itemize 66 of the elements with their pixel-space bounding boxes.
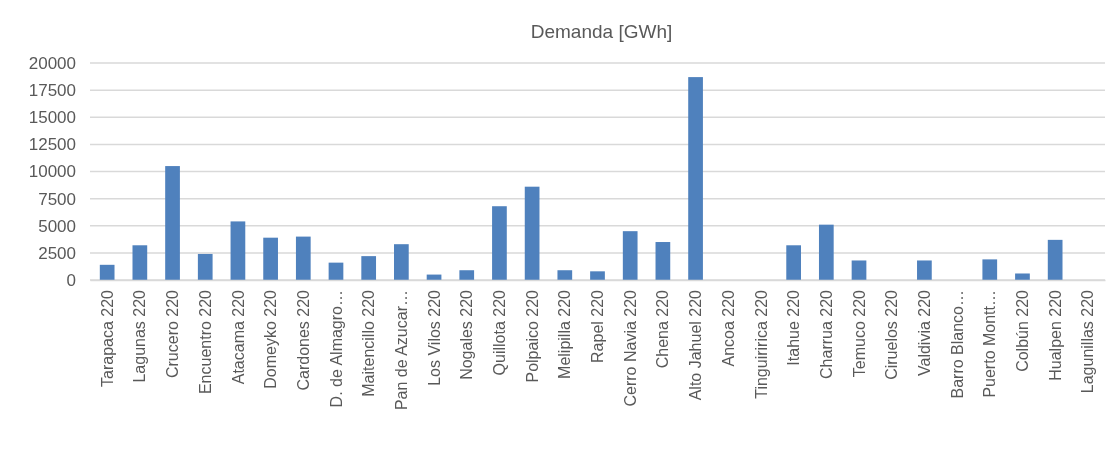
bar: [328, 262, 344, 280]
x-tick-label: Itahue 220: [785, 289, 803, 366]
y-tick-label: 17500: [28, 81, 76, 101]
x-tick-label: Cardones 220: [294, 289, 312, 391]
x-tick-label: Pan de Azucar…: [392, 290, 410, 411]
x-tick-label: Ciruelos 220: [883, 289, 901, 380]
chart-title: Demanda [GWh]: [530, 21, 673, 42]
x-tick-label: Domeyko 220: [262, 289, 280, 389]
x-tick-label: Lagunas 220: [131, 289, 149, 383]
bar: [1015, 273, 1030, 280]
y-tick-label: 12500: [28, 135, 76, 155]
x-tick-label: Melipilla 220: [556, 289, 574, 379]
bar: [197, 253, 213, 280]
bar: [459, 270, 475, 280]
x-tick-label: Ancoa 220: [719, 289, 737, 367]
bar: [655, 242, 671, 280]
bar: [1047, 239, 1063, 280]
x-tick-label: Alto Jahuel 220: [687, 289, 705, 401]
bar: [295, 236, 311, 280]
x-tick-label: Chena 220: [654, 289, 672, 369]
bar: [132, 245, 148, 280]
y-tick-label: 15000: [28, 108, 76, 128]
bar: [524, 186, 540, 280]
x-tick-label: Puerto Montt…: [981, 290, 999, 398]
x-tick-label: D. de Almagro…: [327, 290, 345, 408]
x-tick-label: Colbún 220: [1014, 289, 1032, 372]
x-tick-label: Charrua 220: [817, 289, 835, 379]
x-tick-label: Lagunillas 220: [1079, 289, 1097, 394]
bar: [688, 77, 703, 280]
bar: [622, 231, 638, 280]
x-tick-label: Barro Blanco…: [948, 290, 966, 399]
x-tick-label: Maitencillo 220: [360, 289, 378, 397]
bar: [786, 245, 801, 280]
x-tick-label: Hualpen 220: [1046, 289, 1064, 381]
y-tick-label: 20000: [28, 53, 76, 73]
x-tick-label: Rapel 220: [589, 289, 607, 363]
bar: [557, 270, 573, 280]
x-tick-label: Tinguiririca 220: [752, 289, 770, 399]
bar: [590, 271, 605, 280]
x-tick-label: Cerro Navia 220: [621, 289, 639, 407]
x-tick-label: Valdivia 220: [915, 289, 933, 376]
bar: [165, 166, 180, 280]
bar: [230, 221, 246, 280]
y-tick-label: 10000: [28, 162, 76, 182]
x-tick-label: Tarapaca 220: [98, 289, 116, 387]
bar: [851, 260, 867, 280]
y-tick-label: 2500: [38, 243, 76, 263]
y-tick-label: 7500: [38, 189, 76, 209]
x-tick-label: Temuco 220: [850, 289, 868, 378]
x-tick-label: Polpaico 220: [523, 289, 541, 383]
x-tick-label: Atacama 220: [229, 289, 247, 385]
bar: [361, 256, 377, 280]
bar: [982, 259, 998, 280]
bar: [99, 264, 115, 280]
x-tick-label: Quillota 220: [491, 289, 509, 376]
bar: [492, 206, 507, 280]
x-tick-label: Nogales 220: [458, 289, 476, 380]
x-tick-label: Crucero 220: [164, 289, 182, 379]
bar: [394, 244, 409, 280]
x-tick-label: Encuentro 220: [196, 289, 214, 395]
y-tick-label: 5000: [38, 216, 76, 236]
bar: [818, 224, 834, 280]
y-tick-label: 0: [66, 270, 76, 290]
bar: [263, 237, 278, 280]
x-tick-label: Los Vilos 220: [425, 289, 443, 386]
bar: [917, 260, 932, 280]
